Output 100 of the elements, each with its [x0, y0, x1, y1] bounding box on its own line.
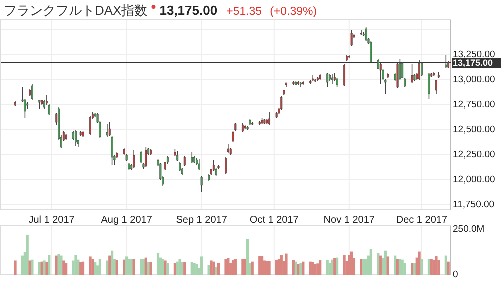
bar	[65, 263, 68, 275]
bar	[89, 256, 92, 275]
candlestick	[225, 156, 227, 175]
candlestick	[336, 78, 338, 88]
candlestick	[176, 151, 179, 162]
bar	[285, 254, 288, 275]
bar	[31, 260, 34, 275]
bar	[242, 259, 244, 275]
bar	[394, 256, 397, 275]
candlestick	[200, 176, 203, 192]
bar	[14, 260, 17, 275]
bar	[130, 259, 133, 275]
bar	[280, 255, 283, 275]
y-tick-label: 13,250.00	[453, 50, 496, 60]
bar	[410, 263, 414, 275]
bar	[413, 263, 416, 275]
candlestick	[436, 80, 438, 94]
bar	[302, 262, 305, 275]
y-tick-label: 12,500.00	[453, 124, 496, 136]
bar	[398, 259, 402, 275]
candlestick	[111, 136, 114, 166]
bar	[215, 267, 218, 275]
candlestick	[428, 72, 430, 100]
bar	[428, 259, 431, 275]
bar	[227, 258, 230, 275]
x-tick-label: Sep 1 2017	[176, 215, 228, 226]
text: +51.35	[226, 6, 262, 18]
candlestick	[108, 122, 111, 137]
bar	[430, 259, 433, 275]
text: (+0.39%)	[270, 6, 318, 18]
bar	[106, 260, 109, 275]
candlestick	[133, 150, 136, 169]
bar	[110, 250, 114, 275]
bar	[196, 264, 198, 275]
bar	[331, 260, 334, 275]
bar	[116, 260, 118, 275]
bar	[362, 259, 366, 275]
bar	[128, 259, 131, 275]
y-tick-label: 12,000.00	[453, 174, 496, 186]
bar	[80, 262, 82, 275]
bar	[404, 263, 406, 275]
candlestick	[90, 116, 92, 136]
bar	[309, 262, 312, 275]
bar	[348, 255, 351, 275]
x-tick-label: Nov 1 2017	[324, 215, 376, 226]
y-tick-label: 12,750.00	[453, 100, 496, 110]
candlestick	[268, 112, 271, 126]
bar	[300, 263, 302, 275]
chart-subtitle: 13,175.00	[160, 3, 218, 18]
x-tick-label: Dec 1 2017	[396, 215, 448, 226]
bar	[420, 259, 424, 275]
bar	[98, 259, 102, 275]
candlestick	[365, 27, 368, 42]
x-tick-label: Aug 1 2017	[101, 215, 153, 226]
bar	[55, 256, 58, 275]
candlestick	[145, 147, 148, 168]
candlestick	[280, 96, 283, 110]
bar	[232, 260, 235, 275]
bar	[343, 255, 346, 275]
x-tick-label: Oct 1 2017	[250, 215, 300, 226]
bar	[444, 256, 448, 275]
bar	[384, 250, 387, 275]
bar	[251, 262, 254, 275]
candlestick	[331, 74, 334, 84]
y-tick-label: 12,250.00	[453, 150, 496, 160]
candlestick	[242, 122, 244, 133]
bar	[334, 258, 336, 275]
candlestick	[384, 79, 387, 94]
bar	[350, 252, 354, 275]
bar	[43, 260, 46, 275]
bar	[377, 253, 380, 275]
bar	[142, 259, 146, 275]
bar	[108, 256, 112, 275]
bar	[123, 260, 126, 275]
bar	[181, 262, 184, 275]
bar	[156, 253, 160, 275]
bar	[38, 262, 42, 275]
y-tick-label: 0	[453, 270, 458, 280]
bar	[94, 262, 97, 275]
bar	[217, 263, 220, 275]
chart-title: フランクフルトDAX指数	[4, 3, 148, 18]
bar	[292, 260, 296, 275]
bar	[92, 259, 94, 275]
bar	[46, 262, 48, 275]
bar	[438, 260, 440, 275]
bar	[200, 256, 204, 275]
bar	[386, 256, 390, 275]
bar	[268, 261, 271, 275]
bar	[370, 249, 372, 275]
bar	[380, 256, 382, 275]
candlestick	[212, 160, 215, 172]
candlestick	[106, 124, 108, 138]
bar	[48, 255, 51, 275]
bar	[82, 262, 85, 275]
bar	[210, 260, 213, 275]
bar	[184, 262, 186, 275]
bar	[396, 259, 400, 275]
bar	[28, 260, 32, 275]
y-tick-label: 13,000.00	[453, 74, 496, 86]
bar	[276, 260, 278, 275]
